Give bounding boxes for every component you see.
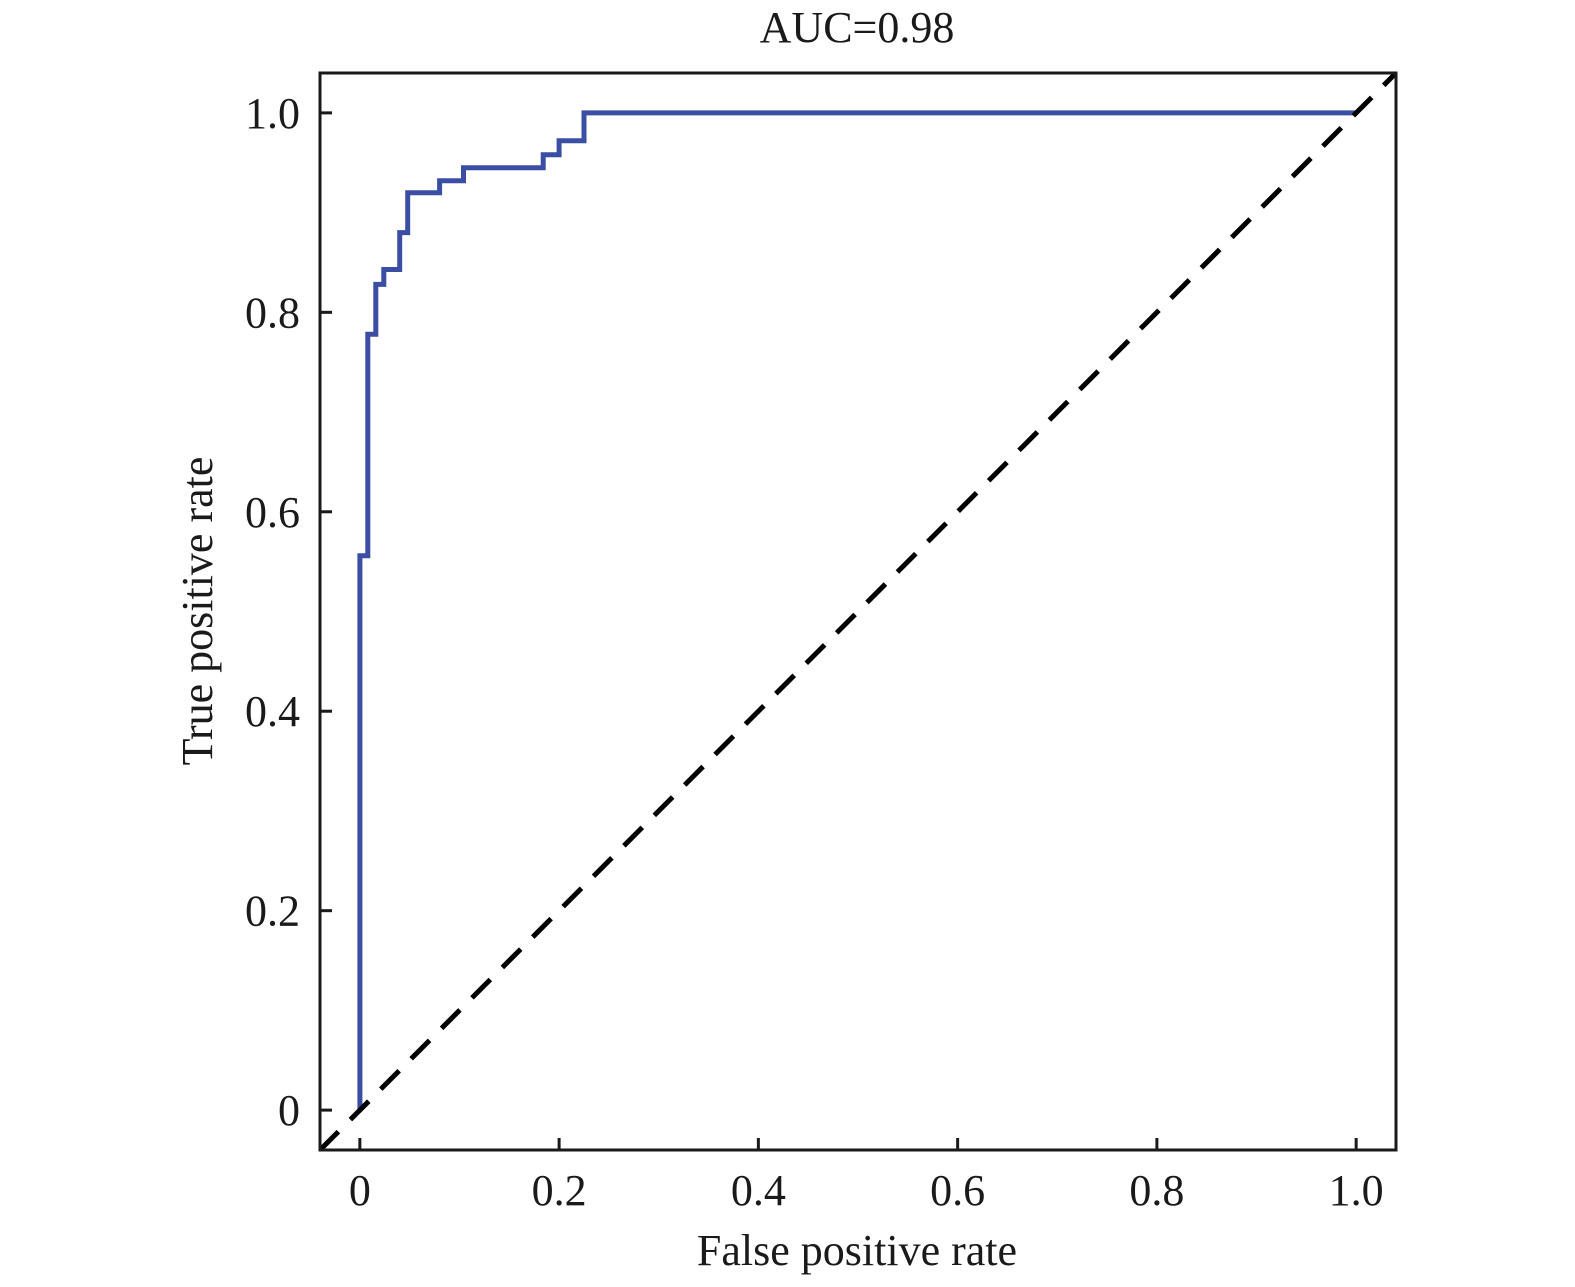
series-layer: [320, 73, 1396, 1150]
x-tick-label: 0.6: [930, 1166, 985, 1215]
x-tick-label: 0.8: [1129, 1166, 1184, 1215]
x-tick-label: 0: [349, 1166, 371, 1215]
x-axis-ticks: 0 0.2 0.4 0.6 0.8 1.0: [349, 1138, 1384, 1215]
y-tick-label: 0.2: [245, 887, 300, 936]
x-tick-label: 0.4: [731, 1166, 786, 1215]
y-tick-label: 1.0: [245, 89, 300, 138]
x-tick-label: 0.2: [532, 1166, 587, 1215]
x-axis-label: False positive rate: [697, 1226, 1017, 1275]
x-tick-label: 1.0: [1329, 1166, 1384, 1215]
plot-frame: [318, 71, 1398, 1152]
chart-title: AUC=0.98: [760, 3, 955, 52]
diagonal-reference-line: [320, 73, 1396, 1150]
y-tick-label: 0.4: [245, 687, 300, 736]
y-tick-label: 0.8: [245, 288, 300, 337]
y-axis-label: True positive rate: [173, 457, 222, 766]
roc-curve: [357, 110, 1357, 1111]
y-tick-label: 0: [278, 1086, 300, 1135]
y-tick-label: 0.6: [245, 488, 300, 537]
y-axis-ticks: 0 0.2 0.4 0.6 0.8 1.0: [245, 89, 332, 1135]
